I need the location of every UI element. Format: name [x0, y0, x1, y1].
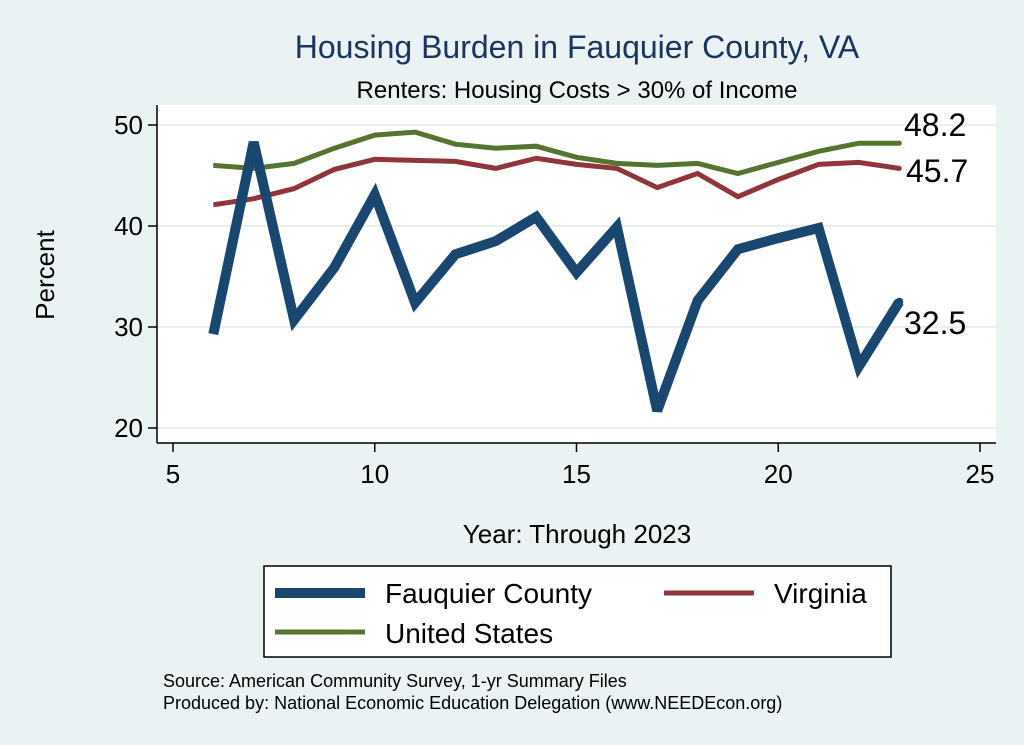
legend: Fauquier County Virginia United States — [263, 565, 892, 658]
gridlines — [157, 124, 996, 429]
legend-label-fauquier-county: Fauquier County — [385, 578, 592, 609]
y-tick-label: 30 — [114, 312, 143, 342]
x-tick-label: 5 — [166, 459, 180, 489]
end-label-fauquier-county: 32.5 — [904, 305, 966, 341]
series-line-fauquier-county — [208, 141, 904, 413]
x-tick-label: 10 — [360, 459, 389, 489]
series-line-united-states — [213, 129, 900, 177]
x-tick-label: 25 — [966, 459, 995, 489]
produced-by-note: Produced by: National Economic Education… — [163, 693, 782, 713]
end-label-virginia: 45.7 — [906, 153, 968, 189]
y-axis-title: Percent — [30, 229, 60, 319]
y-axis-ticks — [148, 124, 157, 429]
chart-subtitle: Renters: Housing Costs > 30% of Income — [357, 77, 798, 104]
x-tick-label: 15 — [562, 459, 591, 489]
x-axis-ticks — [172, 443, 981, 452]
x-tick-label: 20 — [764, 459, 793, 489]
end-point-virginia — [896, 165, 902, 171]
end-point-united-states — [896, 140, 902, 146]
series-line-virginia — [212, 155, 900, 208]
y-tick-label: 20 — [114, 413, 143, 443]
end-label-united-states: 48.2 — [904, 107, 966, 143]
legend-label-virginia: Virginia — [774, 578, 867, 609]
legend-label-united-states: United States — [385, 618, 553, 649]
source-note: Source: American Community Survey, 1-yr … — [163, 671, 627, 691]
y-tick-label: 50 — [114, 110, 143, 140]
end-point-fauquier-county — [895, 297, 904, 306]
y-tick-label: 40 — [114, 211, 143, 241]
legend-box — [263, 565, 892, 658]
chart-title: Housing Burden in Fauquier County, VA — [295, 29, 860, 65]
x-axis-title: Year: Through 2023 — [463, 519, 691, 549]
series-layer — [208, 129, 904, 413]
